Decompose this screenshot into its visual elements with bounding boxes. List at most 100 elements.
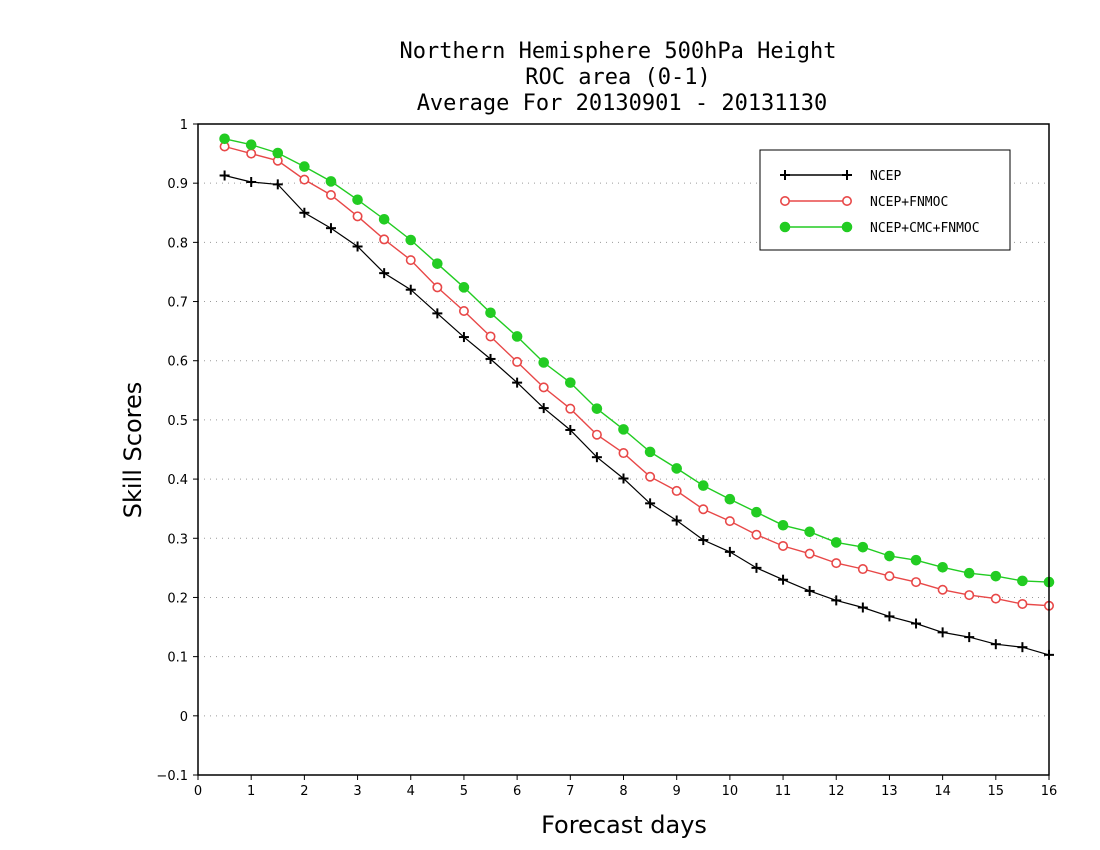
data-point-plus: [780, 170, 790, 180]
data-point-open-circle: [485, 331, 496, 342]
x-tick-label: 16: [1041, 784, 1058, 799]
y-tick-label: 0.9: [167, 177, 188, 192]
data-point-plus: [219, 170, 230, 181]
data-point-filled-circle: [458, 282, 470, 293]
data-point-plus: [751, 562, 762, 573]
data-point-open-circle: [804, 548, 815, 559]
data-point-open-circle: [591, 429, 602, 440]
data-point-open-circle: [857, 564, 868, 575]
data-point-open-circle: [964, 590, 975, 601]
x-tick-label: 11: [775, 784, 792, 799]
data-point-open-circle: [432, 282, 443, 293]
data-point-filled-circle: [724, 493, 736, 505]
data-point-open-circle: [911, 577, 922, 588]
data-point-filled-circle: [378, 213, 390, 225]
data-point-filled-circle: [538, 357, 550, 368]
data-point-filled-circle: [272, 147, 284, 159]
data-point-open-circle: [831, 558, 842, 569]
x-tick-label: 4: [407, 784, 415, 799]
axis-ticks: −0.100.10.20.30.40.50.60.70.80.910 1 2 3 4 5 6…: [156, 118, 1057, 799]
y-tick-label: 0.8: [167, 236, 188, 251]
data-point-filled-circle: [937, 561, 948, 573]
data-point-plus: [458, 332, 469, 343]
data-point-open-circle: [779, 196, 790, 207]
data-point-plus: [591, 452, 602, 463]
y-tick-label: 0.3: [167, 532, 188, 547]
y-tick-label: −0.1: [156, 769, 188, 784]
data-point-plus: [538, 403, 549, 414]
data-point-plus: [485, 353, 496, 364]
legend-label: NCEP+FNMOC: [870, 195, 948, 210]
data-point-filled-circle: [777, 519, 789, 531]
data-point-open-circle: [458, 306, 469, 317]
x-tick-label: 5: [460, 784, 468, 799]
data-point-filled-circle: [963, 567, 975, 579]
x-tick-label: 8: [619, 784, 627, 799]
data-point-open-circle: [884, 571, 895, 582]
data-point-filled-circle: [405, 234, 417, 246]
y-tick-label: 0: [180, 710, 188, 725]
data-point-filled-circle: [352, 194, 363, 206]
y-tick-label: 0.4: [167, 473, 188, 488]
x-tick-label: 14: [934, 784, 951, 799]
data-point-open-circle: [379, 234, 390, 245]
chart-title: Northern Hemisphere 500hPa Height ROC ar…: [399, 39, 836, 116]
y-tick-label: 0.6: [167, 355, 188, 370]
x-tick-label: 15: [988, 784, 1005, 799]
data-point-open-circle: [751, 529, 762, 540]
legend-item: NCEP+FNMOC: [779, 195, 948, 210]
data-point-plus: [911, 618, 922, 629]
data-point-filled-circle: [299, 161, 310, 172]
data-point-plus: [842, 170, 852, 180]
data-point-plus: [1017, 642, 1028, 653]
title-line-1: Northern Hemisphere 500hPa Height: [399, 39, 836, 64]
data-point-plus: [512, 377, 523, 388]
data-point-filled-circle: [565, 377, 576, 388]
data-point-plus: [405, 284, 416, 295]
data-point-open-circle: [1017, 598, 1028, 609]
plot-frame: [197, 123, 1050, 776]
data-point-open-circle: [405, 255, 416, 266]
data-point-plus: [884, 611, 895, 622]
data-point-open-circle: [841, 196, 852, 207]
data-point-open-circle: [538, 382, 549, 393]
x-tick-label: 9: [673, 784, 681, 799]
data-point-plus: [698, 535, 709, 546]
data-point-plus: [857, 602, 868, 613]
x-tick-label: 6: [513, 784, 521, 799]
data-point-filled-circle: [751, 506, 762, 518]
data-point-filled-circle: [884, 550, 895, 562]
data-point-open-circle: [778, 540, 789, 551]
data-point-plus: [246, 176, 257, 187]
title-line-3: Average For 20130901 - 20131130: [417, 91, 828, 116]
data-point-filled-circle: [841, 221, 853, 233]
x-tick-label: 10: [722, 784, 739, 799]
data-point-filled-circle: [804, 526, 815, 538]
data-point-open-circle: [618, 448, 629, 459]
data-point-plus: [299, 207, 310, 218]
legend-box: [759, 149, 1011, 251]
x-tick-label: 1: [247, 784, 255, 799]
data-point-open-circle: [512, 356, 523, 367]
data-point-open-circle: [698, 504, 709, 515]
data-point-open-circle: [645, 471, 656, 482]
title-line-2: ROC area (0-1): [525, 65, 710, 90]
legend-item: NCEP+CMC+FNMOC: [779, 221, 980, 236]
data-point-filled-circle: [990, 570, 1002, 582]
data-point-plus: [379, 268, 390, 279]
data-point-plus: [831, 595, 842, 606]
data-point-open-circle: [325, 190, 336, 201]
data-point-plus: [325, 223, 336, 234]
legend-label: NCEP+CMC+FNMOC: [870, 221, 980, 236]
data-point-filled-circle: [325, 176, 337, 187]
data-point-open-circle: [565, 403, 576, 414]
data-point-plus: [565, 424, 576, 435]
series-line: [224, 174, 1050, 656]
y-axis-label: Skill Scores: [119, 382, 147, 519]
legend-label: NCEP: [870, 169, 901, 184]
data-point-filled-circle: [591, 403, 603, 414]
data-point-filled-circle: [618, 424, 629, 435]
data-point-filled-circle: [485, 307, 496, 319]
